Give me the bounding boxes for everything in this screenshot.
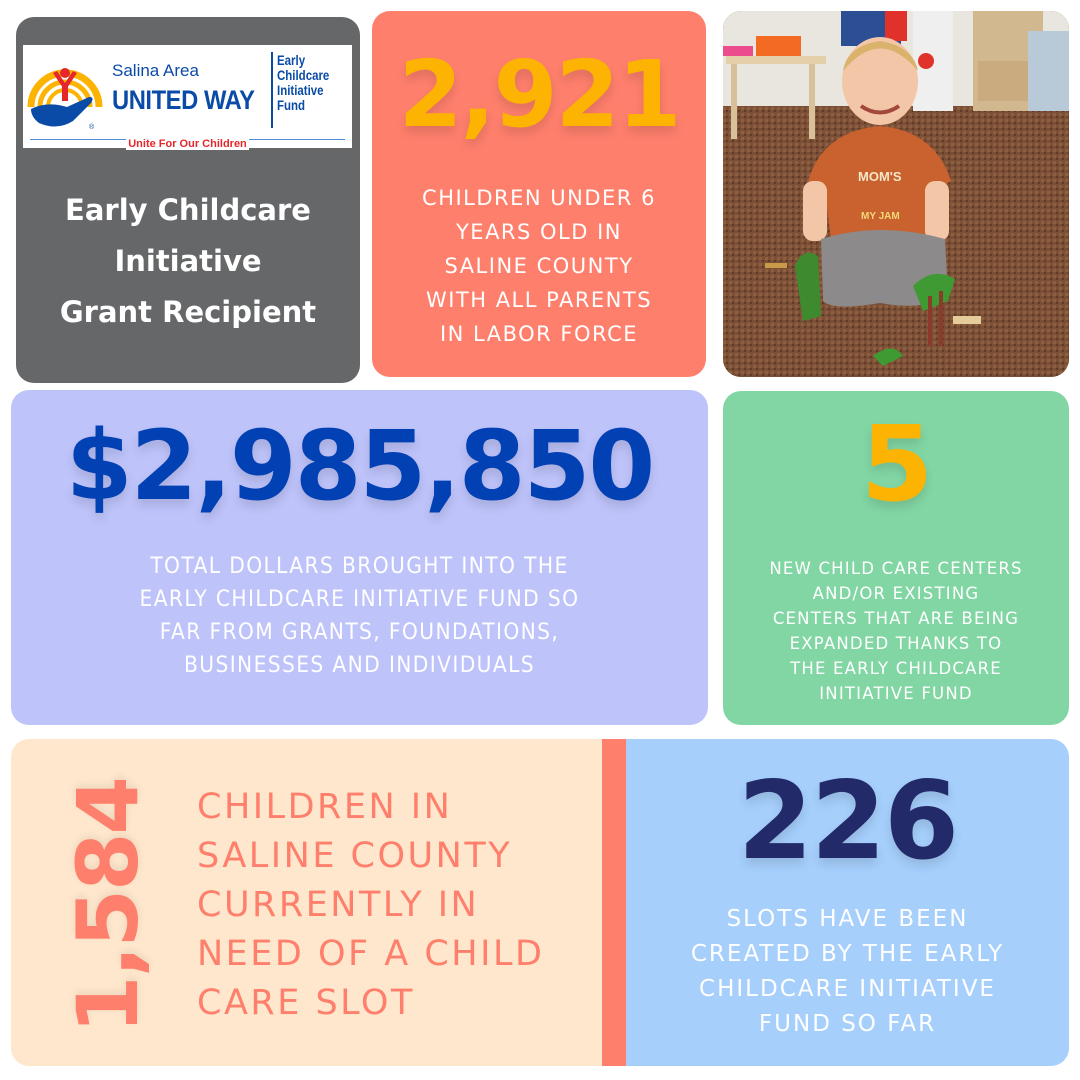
- stat-card-slots-created: 226 SLOTS HAVE BEEN CREATED BY THE EARLY…: [626, 739, 1069, 1066]
- svg-text:MOM'S: MOM'S: [858, 169, 902, 184]
- grant-recipient-card: ® Salina Area UNITED WAY Early Childcare…: [16, 17, 360, 383]
- child-photo: MOM'S MY JAM: [723, 11, 1069, 377]
- stat-caption: TOTAL DOLLARS BROUGHT INTO THE EARLY CHI…: [139, 554, 580, 678]
- stat-value: 5: [860, 403, 933, 525]
- toddler-with-dinosaurs-image: MOM'S MY JAM: [723, 11, 1069, 377]
- logo-org-line2: UNITED WAY: [112, 85, 255, 115]
- stat-caption: SLOTS HAVE BEEN CREATED BY THE EARLY CHI…: [690, 906, 1005, 1037]
- stat-value: 2,921: [398, 41, 681, 148]
- divider-stripe: [602, 739, 626, 1066]
- stat-caption: CHILDREN UNDER 6 YEARS OLD IN SALINE COU…: [422, 186, 656, 346]
- stat-caption: NEW CHILD CARE CENTERS AND/OR EXISTING C…: [769, 559, 1023, 703]
- stat-caption: CHILDREN IN SALINE COUNTY CURRENTLY IN N…: [197, 787, 545, 1023]
- logo-fund-name: Early Childcare Initiative Fund: [277, 52, 330, 113]
- united-way-logo: ® Salina Area UNITED WAY Early Childcare…: [23, 45, 352, 150]
- svg-text:®: ®: [89, 123, 95, 131]
- stat-value-vertical: 1,584: [59, 778, 157, 1034]
- stat-card-total-dollars: $2,985,850 TOTAL DOLLARS BROUGHT INTO TH…: [11, 390, 708, 725]
- svg-text:MY JAM: MY JAM: [861, 211, 900, 222]
- stat-value: 226: [737, 759, 959, 884]
- grant-recipient-title: Early Childcare Initiative Grant Recipie…: [59, 193, 317, 329]
- stat-card-children-under-6: 2,921 CHILDREN UNDER 6 YEARS OLD IN SALI…: [372, 11, 706, 377]
- stat-card-centers: 5 NEW CHILD CARE CENTERS AND/OR EXISTING…: [723, 391, 1069, 725]
- logo-tagline: Unite For Our Children: [126, 138, 249, 150]
- united-way-emblem-icon: ®: [27, 68, 103, 131]
- stat-card-children-in-need: 1,584 CHILDREN IN SALINE COUNTY CURRENTL…: [11, 739, 602, 1066]
- stat-value: $2,985,850: [65, 410, 655, 522]
- logo-org-line1: Salina Area: [112, 61, 199, 80]
- logo-divider: [271, 52, 273, 128]
